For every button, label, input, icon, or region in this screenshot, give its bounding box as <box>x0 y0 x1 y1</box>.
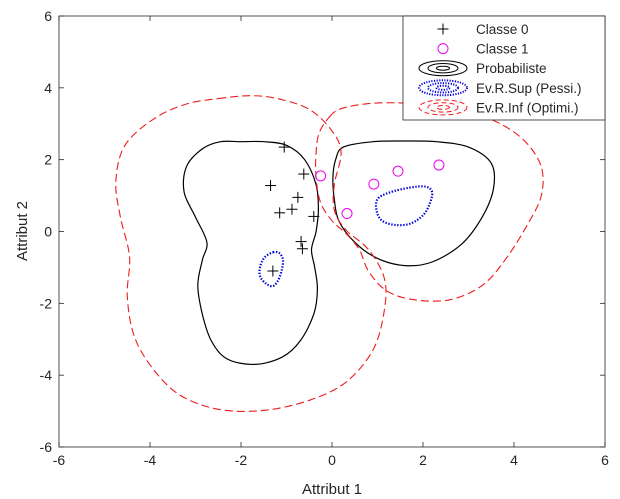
legend-contour-icon <box>418 99 468 116</box>
data-point <box>341 208 353 220</box>
contour-line <box>374 185 434 227</box>
y-tick-label: -2 <box>40 295 53 311</box>
data-point <box>295 236 307 248</box>
contour-line <box>315 102 544 302</box>
contour-line <box>332 140 496 267</box>
legend-entry: Classe 1 <box>437 42 529 57</box>
x-tick-label: 6 <box>601 452 609 468</box>
series-classe-1 <box>315 159 445 220</box>
legend-label: Classe 1 <box>476 42 529 57</box>
legend-entry: Ev.R.Inf (Optimi.) <box>418 99 579 116</box>
data-layer <box>115 95 544 412</box>
x-axis-label: Attribut 1 <box>302 481 362 498</box>
legend-label: Classe 0 <box>476 22 529 37</box>
legend-entry: Probabiliste <box>418 60 547 77</box>
legend-contour-icon <box>418 79 468 97</box>
series-classe-0 <box>265 141 320 277</box>
y-axis-label: Attribut 2 <box>14 201 31 261</box>
data-point <box>298 168 310 180</box>
data-point <box>274 207 286 219</box>
y-tick-label: 0 <box>44 224 52 240</box>
x-tick-label: -6 <box>53 452 66 468</box>
legend: Classe 0 Classe 1 Probabiliste Ev.R.Sup (Pe… <box>402 15 606 121</box>
y-tick-label: -6 <box>40 439 53 455</box>
contour-line <box>258 250 285 288</box>
legend-label: Ev.R.Inf (Optimi.) <box>476 100 579 115</box>
y-tick-label: -4 <box>40 367 53 383</box>
data-point <box>368 178 380 190</box>
legend-label: Ev.R.Sup (Pessi.) <box>476 81 582 96</box>
data-point <box>265 180 277 192</box>
legend-entry: Ev.R.Sup (Pessi.) <box>418 79 582 97</box>
data-point <box>296 243 308 255</box>
y-tick-label: 6 <box>44 8 52 24</box>
data-point <box>308 210 320 222</box>
data-point <box>292 191 304 203</box>
data-point <box>392 165 404 177</box>
y-tick-label: 2 <box>44 152 52 168</box>
x-tick-label: 0 <box>328 452 336 468</box>
x-tick-label: 2 <box>419 452 427 468</box>
legend-marker <box>437 23 449 35</box>
x-tick-label: -2 <box>235 452 248 468</box>
legend-entry: Classe 0 <box>437 22 529 37</box>
contour-line <box>115 95 387 412</box>
x-tick-label: -4 <box>144 452 157 468</box>
legend-label: Probabiliste <box>476 61 547 76</box>
y-tick-label: 4 <box>44 80 52 96</box>
legend-contour-icon <box>418 60 468 77</box>
x-tick-label: 4 <box>510 452 518 468</box>
data-point <box>286 203 298 215</box>
data-point <box>278 141 290 153</box>
legend-marker <box>437 43 449 55</box>
axes-layer: -6 -4 -2 0 2 4 6 -6 -4 -2 0 2 4 6 <box>40 8 610 468</box>
data-point <box>267 265 279 277</box>
contour-ev-r-sup-pessi <box>258 185 434 288</box>
data-point <box>315 170 327 182</box>
data-point <box>433 159 445 171</box>
contour-ev-r-inf-optimi <box>115 95 544 412</box>
